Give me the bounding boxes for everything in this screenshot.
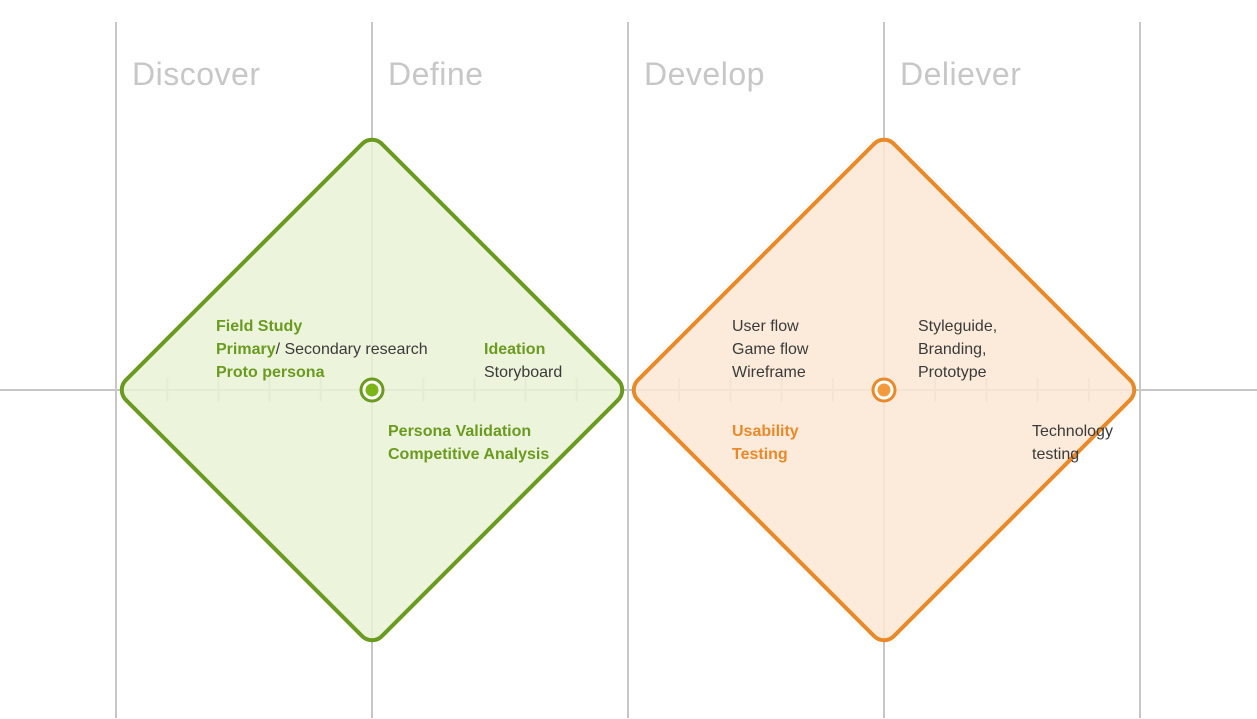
define-lower-block: Persona ValidationCompetitive Analysis [388, 420, 549, 466]
discover-upper-block: Field StudyPrimary/ Secondary researchPr… [216, 315, 428, 385]
phase-label-deliver: Deliever [900, 56, 1021, 93]
diagram-svg [0, 0, 1257, 719]
develop-upper-block: User flowGame flowWireframe [732, 315, 808, 385]
phase-label-discover: Discover [132, 56, 260, 93]
develop-lower-block: UsabilityTesting [732, 420, 799, 466]
deliver-upper-block: Styleguide,Branding,Prototype [918, 315, 997, 385]
define-upper-block: IdeationStoryboard [484, 338, 562, 384]
deliver-lower-block: Technologytesting [1032, 420, 1113, 466]
phase-label-develop: Develop [644, 56, 765, 93]
double-diamond-diagram: Discover Define Develop Deliever Field S… [0, 0, 1257, 719]
phase-label-define: Define [388, 56, 484, 93]
